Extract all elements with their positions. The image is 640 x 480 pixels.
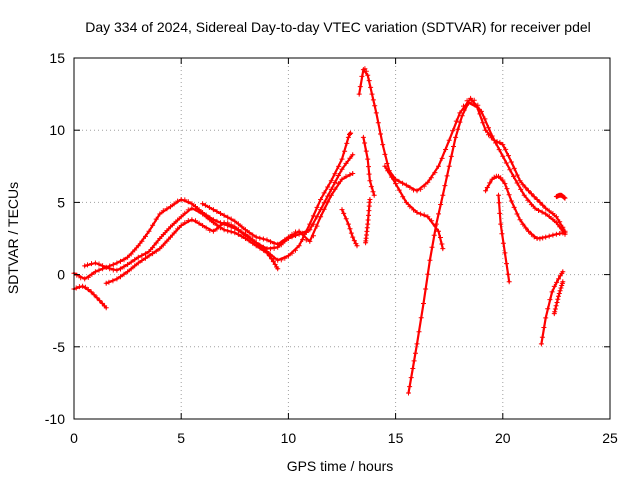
x-tick-label: 25 — [602, 430, 618, 446]
plus-markers — [406, 99, 568, 396]
data-series — [71, 66, 568, 396]
plus-markers — [356, 66, 568, 237]
y-tick-label: 10 — [49, 122, 65, 138]
plus-markers — [483, 173, 568, 242]
series-trace — [340, 208, 359, 247]
plus-markers — [382, 163, 446, 252]
series-arc-6 — [339, 207, 360, 249]
plus-markers — [553, 192, 568, 201]
x-tick-label: 20 — [495, 430, 511, 446]
series-trace — [362, 136, 376, 197]
plus-markers — [200, 171, 356, 247]
chart-title: Day 334 of 2024, Sidereal Day-to-day VTE… — [85, 19, 591, 35]
grid-lines — [74, 58, 610, 419]
series-trace — [540, 270, 564, 345]
series-arc-5 — [200, 171, 356, 247]
axis-ticks: 0 5 10 15 20 25 -10 -5 0 5 10 15 — [45, 50, 618, 446]
y-tick-label: -5 — [53, 339, 66, 355]
series-trace — [72, 132, 352, 280]
plus-markers — [363, 197, 373, 246]
plus-markers — [360, 134, 377, 198]
series-arc-15 — [551, 279, 566, 317]
x-axis-label: GPS time / hours — [287, 458, 394, 474]
y-tick-label: 5 — [57, 194, 65, 210]
series-arc-8 — [360, 134, 377, 198]
series-trace — [358, 68, 567, 236]
series-arc-12 — [483, 173, 568, 242]
series-trace — [407, 101, 567, 395]
series-arc-2 — [71, 130, 354, 282]
series-arc-7 — [356, 66, 568, 237]
plus-markers — [496, 192, 512, 285]
plus-markers — [82, 205, 281, 273]
series-arc-1 — [71, 283, 109, 311]
y-tick-label: -10 — [45, 411, 65, 427]
y-tick-label: 0 — [57, 267, 65, 283]
series-arc-4 — [103, 152, 356, 286]
series-arc-16 — [553, 192, 568, 201]
series-arc-14 — [538, 269, 566, 347]
y-tick-label: 15 — [49, 50, 65, 66]
series-arc-13 — [496, 192, 512, 285]
x-tick-label: 10 — [281, 430, 297, 446]
plus-markers — [71, 130, 354, 282]
series-arc-11 — [406, 99, 568, 396]
x-tick-label: 5 — [177, 430, 185, 446]
plus-markers — [538, 269, 566, 347]
plot-frame — [73, 57, 611, 420]
plus-markers — [71, 283, 109, 311]
plus-markers — [339, 207, 360, 249]
y-axis-label: SDTVAR / TECUs — [5, 182, 21, 294]
x-tick-label: 0 — [70, 430, 78, 446]
series-trace — [497, 194, 511, 283]
plus-markers — [551, 279, 566, 317]
series-arc-9 — [363, 197, 373, 246]
series-arc-3 — [82, 205, 281, 273]
series-arc-10 — [382, 163, 446, 252]
x-tick-label: 15 — [388, 430, 404, 446]
plus-markers — [103, 152, 356, 286]
